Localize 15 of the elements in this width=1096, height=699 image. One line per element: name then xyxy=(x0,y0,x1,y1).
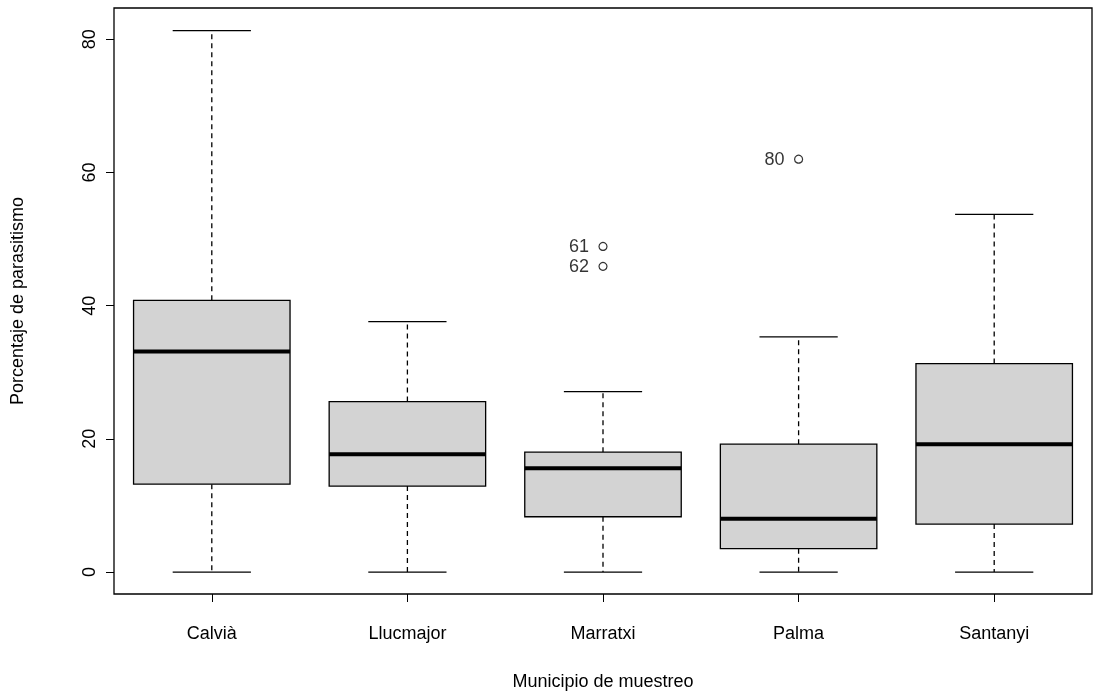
y-tick-label: 80 xyxy=(79,29,99,50)
y-tick-label: 40 xyxy=(79,295,99,316)
x-axis-title: Municipio de muestreo xyxy=(512,671,694,691)
x-tick-label: Santanyi xyxy=(959,623,1030,643)
x-tick-label: Marratxi xyxy=(570,623,636,643)
x-tick-label: Calvià xyxy=(186,623,238,643)
annotation: 61 xyxy=(568,236,589,257)
x-tick-label: Palma xyxy=(773,623,826,643)
y-axis-title: Porcentaje de parasitismo xyxy=(7,196,27,406)
annotation: 62 xyxy=(568,256,589,277)
x-tick-label: Llucmajor xyxy=(368,623,447,643)
y-tick-label: 0 xyxy=(79,567,99,578)
annotation: 80 xyxy=(764,149,785,170)
y-tick-label: 20 xyxy=(79,428,99,449)
y-tick-label: 60 xyxy=(79,162,99,183)
